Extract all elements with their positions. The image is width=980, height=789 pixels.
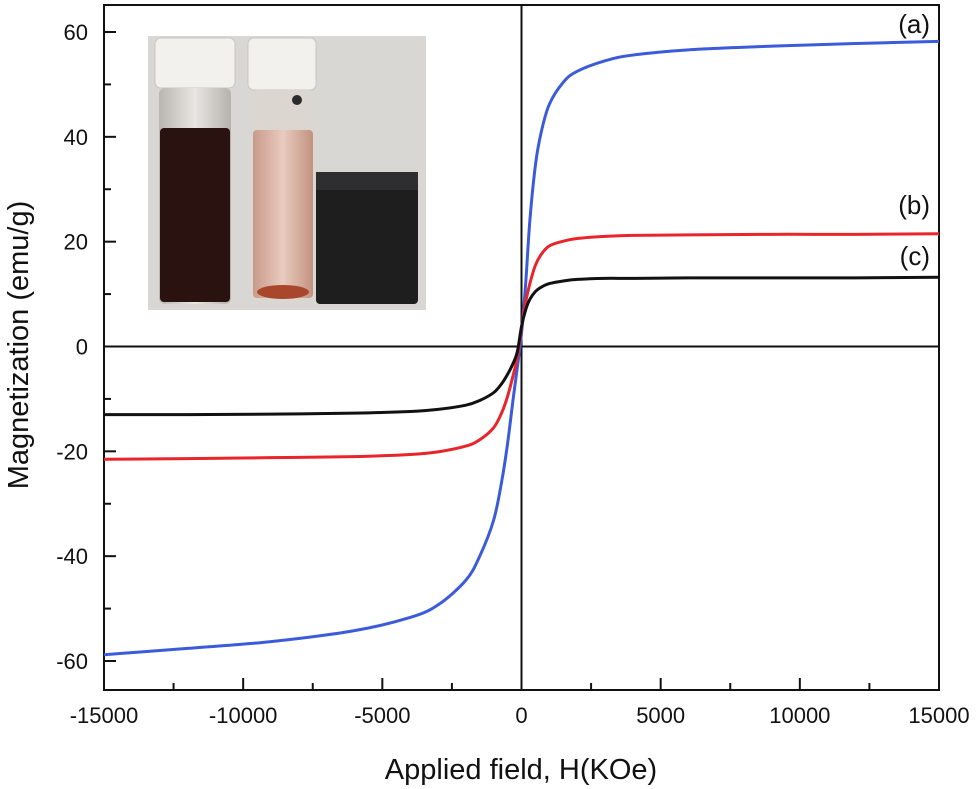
x-tick-label: 15000 xyxy=(908,703,969,728)
vials-and-magnet-photo xyxy=(148,36,426,310)
magnet-block xyxy=(316,172,418,304)
y-tick-label: 40 xyxy=(64,125,88,150)
x-tick-label: -10000 xyxy=(209,703,278,728)
x-tick-label: 0 xyxy=(515,703,527,728)
axis-tick-labels: -15000 -10000 -5000 0 5000 10000 15000 -60 -40 -2… xyxy=(56,20,969,728)
vial-2-cap xyxy=(247,37,317,91)
series-label-a: (a) xyxy=(898,9,930,39)
series-label-c: (c) xyxy=(900,241,930,271)
axis-ticks xyxy=(103,31,940,690)
vial-2-light-liquid xyxy=(253,130,313,298)
vial-1-dark-liquid xyxy=(160,128,230,302)
series-label-b: (b) xyxy=(898,190,930,220)
x-tick-label: -5000 xyxy=(354,703,410,728)
y-axis-title: Magnetization (emu/g) xyxy=(3,201,35,490)
y-tick-label: 20 xyxy=(64,230,88,255)
y-tick-label: -20 xyxy=(56,439,88,464)
y-tick-label: -40 xyxy=(56,544,88,569)
series-lines xyxy=(104,39,940,657)
y-tick-label: -60 xyxy=(56,649,88,674)
vial-1-cap xyxy=(154,37,236,89)
x-tick-label: 5000 xyxy=(636,703,685,728)
series-line-c xyxy=(104,275,940,417)
x-axis-title: Applied field, H(KOe) xyxy=(385,754,657,786)
y-tick-label: 60 xyxy=(64,20,88,45)
y-tick-label: 0 xyxy=(76,335,88,360)
x-tick-label: -15000 xyxy=(70,703,139,728)
x-tick-label: 10000 xyxy=(769,703,830,728)
